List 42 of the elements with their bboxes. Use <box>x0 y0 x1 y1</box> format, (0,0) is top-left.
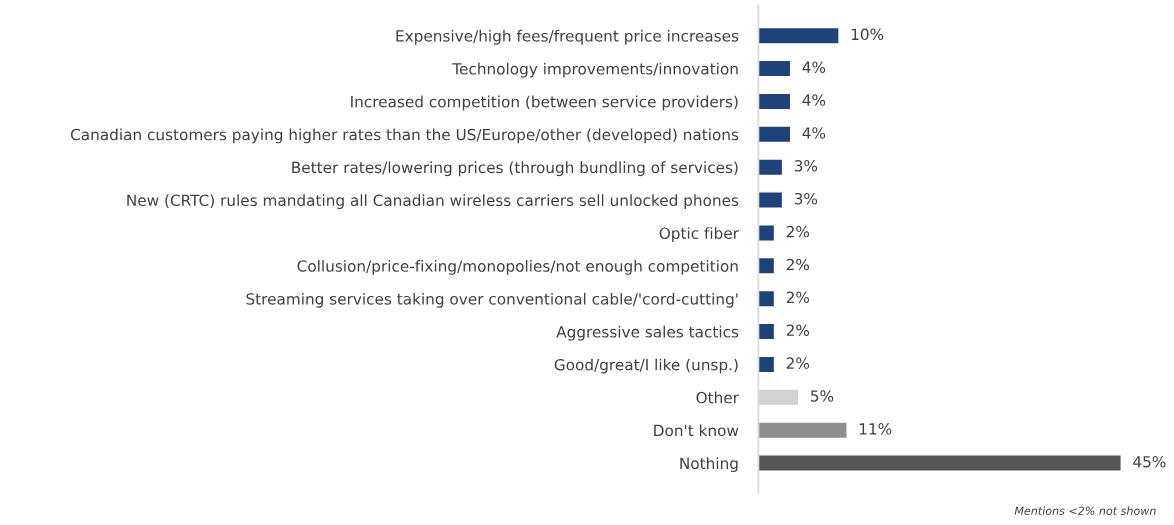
bar <box>758 224 776 242</box>
bar <box>758 289 776 308</box>
y-tick-label: Don't know <box>654 424 739 437</box>
y-tick-label: Good/great/I like (unsp.) <box>554 358 738 374</box>
bar <box>758 355 776 374</box>
data-label: 11% <box>859 423 892 435</box>
bar <box>758 26 840 45</box>
y-tick-label: Streaming services taking over conventional cable/'cord-cutting' <box>246 292 738 308</box>
bar <box>758 191 784 209</box>
y-tick-label: Collusion/price-fixing/monopolies/not enough competition <box>297 260 738 275</box>
y-tick-label: Other <box>696 391 739 404</box>
bar <box>758 454 1122 473</box>
data-label: 2% <box>786 225 810 238</box>
data-label: 4% <box>802 94 826 106</box>
data-label: 2% <box>786 324 810 336</box>
bar <box>758 92 792 111</box>
data-label: 4% <box>802 61 826 73</box>
text: Mentions <2% not shown <box>1014 506 1156 515</box>
data-label: 10% <box>851 28 884 41</box>
y-tick-label: Technology improvements/innovation <box>452 62 738 78</box>
data-label: 5% <box>811 390 834 402</box>
data-label: 2% <box>786 291 810 304</box>
data-label: 45% <box>1133 455 1166 468</box>
data-label: 3% <box>794 192 818 205</box>
y-tick-label: New (CRTC) rules mandating all Canadian wireless carriers sell unlocked phones <box>127 194 739 210</box>
bar <box>758 158 784 177</box>
data-label: 2% <box>786 258 810 271</box>
y-tick-label: Optic fiber <box>659 227 739 242</box>
y-tick-label: Canadian customers paying higher rates than the US/Europe/other (developed) nations <box>70 128 739 144</box>
y-tick-label: Expensive/high fees/frequent price increases <box>396 29 739 45</box>
data-label: 4% <box>802 127 826 139</box>
data-label: 3% <box>794 160 818 172</box>
y-tick-label: Nothing <box>680 457 738 473</box>
y-tick-label: Increased competition (between service providers) <box>351 95 738 111</box>
bar <box>758 125 792 144</box>
bar <box>758 256 776 275</box>
bar <box>758 322 776 341</box>
bar <box>758 421 848 440</box>
data-label: 2% <box>786 357 810 369</box>
y-tick-label: Aggressive sales tactics <box>556 325 739 341</box>
bar <box>758 59 792 78</box>
y-tick-label: Better rates/lowering prices (through bundling of services) <box>292 161 738 177</box>
